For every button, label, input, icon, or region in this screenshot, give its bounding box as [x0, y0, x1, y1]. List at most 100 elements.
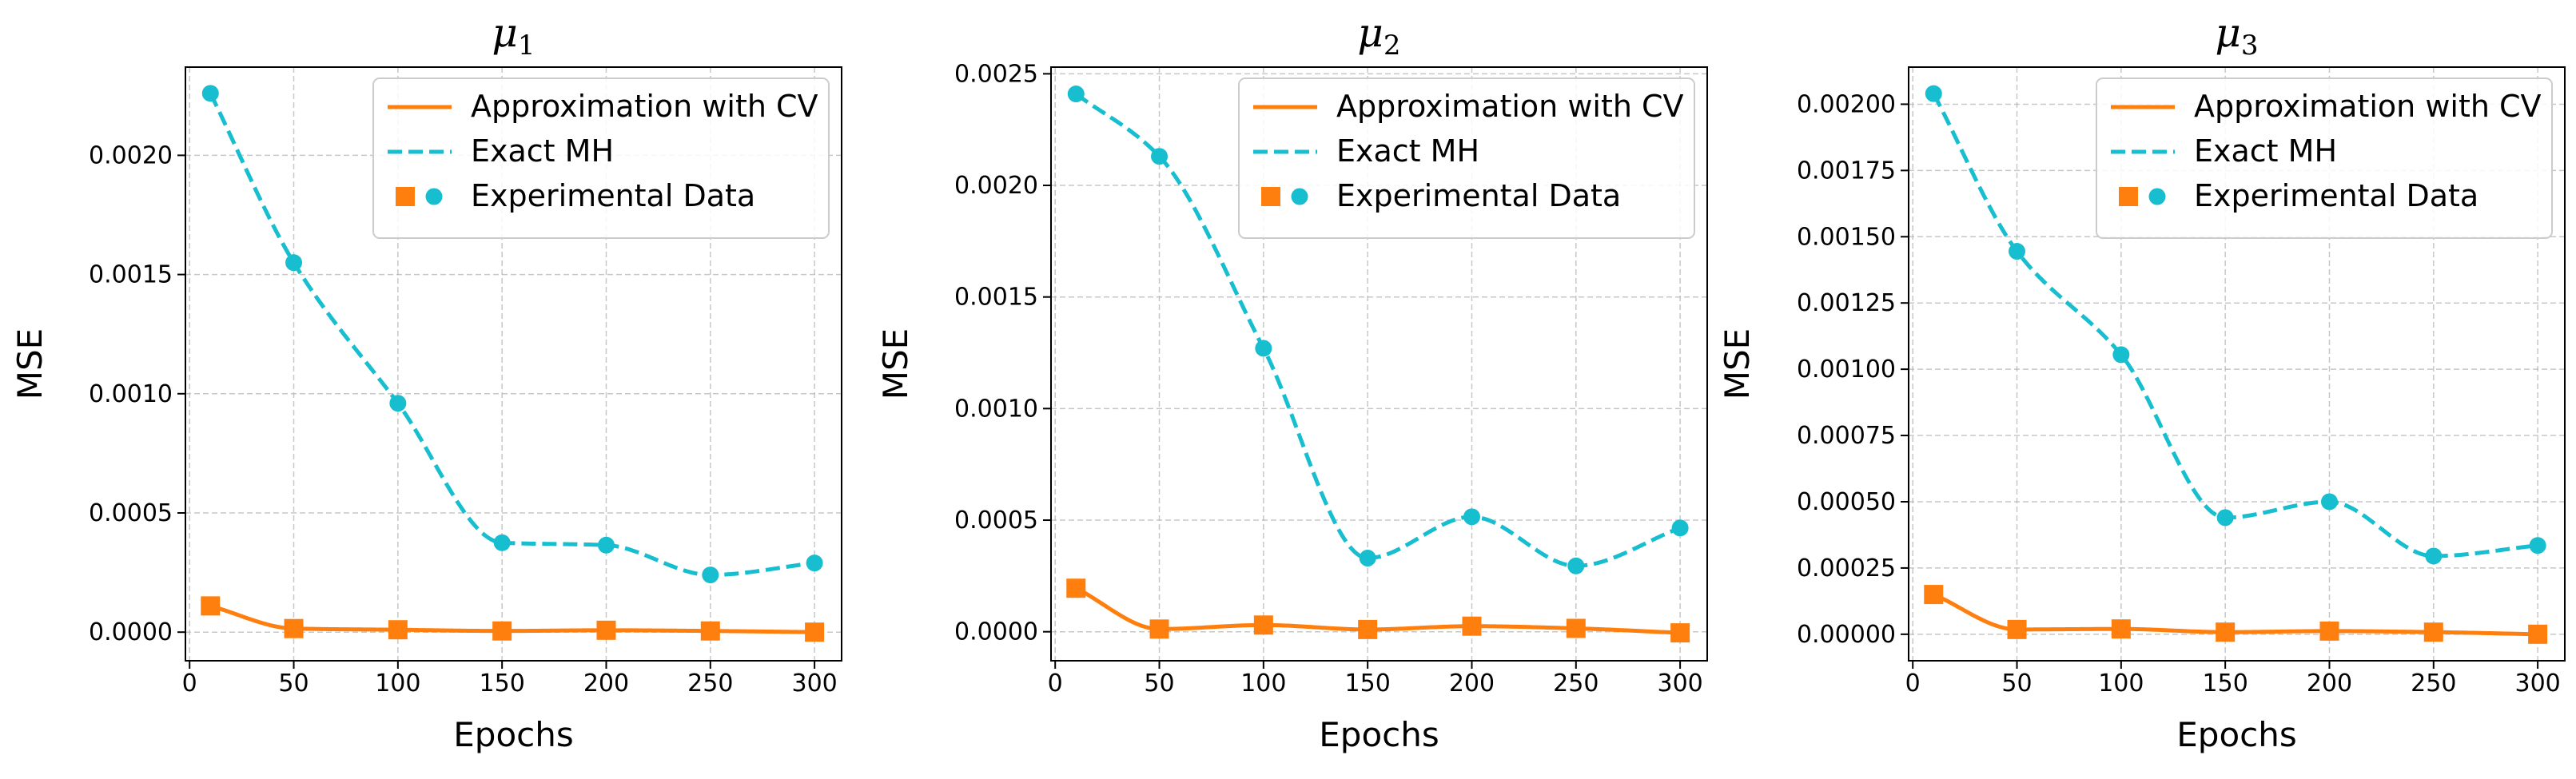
approximation-cv-marker [805, 622, 825, 642]
legend-box [1238, 78, 1695, 239]
approximation-cv-marker [1924, 585, 1944, 605]
x-axis-label: Epochs [1319, 715, 1439, 754]
y-tick-label: 0.0010 [954, 395, 1038, 423]
exact-mh-marker [1359, 550, 1376, 567]
x-tick-label: 150 [2203, 670, 2248, 698]
y-tick-label: 0.00025 [1797, 554, 1896, 582]
legend: Approximation with CV Exact MH Experimenta… [2096, 78, 2553, 239]
exact-mh-marker [1925, 85, 1942, 102]
title-subscript: 2 [1384, 30, 1401, 62]
y-axis-label: MSE [876, 328, 915, 399]
x-tick-label: 100 [2098, 670, 2144, 698]
x-tick-label: 0 [182, 670, 197, 698]
x-tick-label: 250 [2411, 670, 2456, 698]
legend-label-experimental: Experimental Data [471, 178, 755, 213]
x-tick-label: 250 [687, 670, 733, 698]
legend-swatch-circle [425, 188, 443, 205]
chart-2: 0 50 100 150 200 250 300 0.0000 0.0005 0.0010 0.00… [876, 10, 1708, 754]
x-tick-label: 300 [2514, 670, 2560, 698]
approximation-cv-marker [2528, 624, 2548, 644]
exact-mh-marker [1463, 508, 1480, 526]
title-symbol: μ [1357, 10, 1384, 56]
approximation-cv-marker [2007, 619, 2027, 639]
y-axis-label: MSE [10, 328, 50, 399]
y-tick-label: 0.00050 [1797, 488, 1896, 516]
x-tick-label: 100 [1240, 670, 1286, 698]
exact-mh-marker [702, 566, 719, 584]
exact-mh-marker [1671, 519, 1689, 537]
x-tick-label: 300 [1657, 670, 1702, 698]
chart-1: 0 50 100 150 200 250 300 0.0000 0.0005 0.0010 0.00… [10, 10, 842, 754]
approximation-cv-marker [2216, 622, 2236, 642]
legend-swatch-square [2119, 187, 2138, 206]
approximation-cv-marker [1253, 615, 1273, 635]
x-tick-label: 150 [1345, 670, 1391, 698]
y-tick-label: 0.0005 [954, 507, 1038, 535]
x-tick-label: 200 [2307, 670, 2352, 698]
legend: Approximation with CV Exact MH Experimenta… [372, 78, 830, 239]
legend-label-experimental: Experimental Data [2194, 178, 2478, 213]
exact-mh-marker [285, 254, 303, 272]
exact-mh-marker [1151, 148, 1169, 165]
approximation-cv-marker [700, 621, 720, 641]
y-tick-label: 0.0005 [89, 499, 173, 527]
approximation-cv-marker [1462, 616, 1482, 636]
exact-mh-marker [2529, 537, 2546, 554]
y-tick-label: 0.00150 [1797, 223, 1896, 251]
approximation-cv-marker [388, 620, 408, 640]
x-tick-label: 200 [583, 670, 629, 698]
y-tick-label: 0.00125 [1797, 289, 1896, 317]
legend-label-approximation: Approximation with CV [1336, 89, 1684, 124]
axes-frame [1908, 66, 2566, 662]
exact-mh-marker [1567, 557, 1585, 574]
legend-label-exact-mh: Exact MH [471, 133, 614, 169]
y-tick-label: 0.0020 [89, 141, 173, 169]
title-symbol: μ [492, 10, 518, 56]
approximation-cv-marker [1149, 619, 1169, 639]
exact-mh-marker [2009, 243, 2026, 260]
legend-label-approximation: Approximation with CV [2194, 89, 2542, 124]
axes-frame [185, 66, 842, 662]
approximation-cv-marker [2423, 622, 2443, 642]
y-tick-label: 0.00175 [1797, 157, 1896, 185]
exact-mh-marker [2112, 346, 2130, 364]
legend-box [2096, 78, 2553, 239]
legend-swatch-circle [2148, 188, 2166, 205]
approximation-cv-marker [201, 596, 221, 616]
legend-swatch-square [396, 187, 415, 206]
chart-title: μ3 [2215, 10, 2258, 62]
axes-frame [1050, 66, 1708, 662]
y-axis-label: MSE [1718, 328, 1757, 399]
legend-box [372, 78, 830, 239]
y-tick-label: 0.0000 [89, 618, 173, 646]
title-subscript: 3 [2241, 30, 2259, 62]
exact-mh-marker [201, 85, 219, 102]
y-tick-label: 0.0010 [89, 380, 173, 408]
x-axis-label: Epochs [2176, 715, 2297, 754]
legend-label-experimental: Experimental Data [1336, 178, 1621, 213]
x-axis-label: Epochs [453, 715, 574, 754]
y-tick-label: 0.0025 [954, 60, 1038, 88]
chart-title: μ1 [492, 10, 535, 62]
y-tick-label: 0.0020 [954, 172, 1038, 200]
legend: Approximation with CV Exact MH Experimenta… [1238, 78, 1695, 239]
x-tick-label: 300 [791, 670, 837, 698]
approximation-cv-marker [1066, 578, 1086, 598]
x-tick-label: 50 [2001, 670, 2032, 698]
exact-mh-marker [1255, 340, 1272, 357]
x-tick-label: 250 [1553, 670, 1599, 698]
exact-mh-marker [493, 534, 511, 551]
exact-mh-marker [597, 536, 615, 554]
x-tick-label: 0 [1905, 670, 1921, 698]
chart-title: μ2 [1357, 10, 1400, 62]
exact-mh-marker [2425, 547, 2443, 565]
y-tick-label: 0.0015 [954, 284, 1038, 312]
legend-label-exact-mh: Exact MH [2194, 133, 2337, 169]
y-tick-label: 0.00200 [1797, 90, 1896, 118]
y-tick-label: 0.0000 [954, 618, 1038, 646]
approximation-cv-marker [2111, 619, 2131, 639]
legend-swatch-circle [1291, 188, 1308, 205]
exact-mh-marker [1067, 85, 1085, 103]
title-symbol: μ [2215, 10, 2241, 56]
